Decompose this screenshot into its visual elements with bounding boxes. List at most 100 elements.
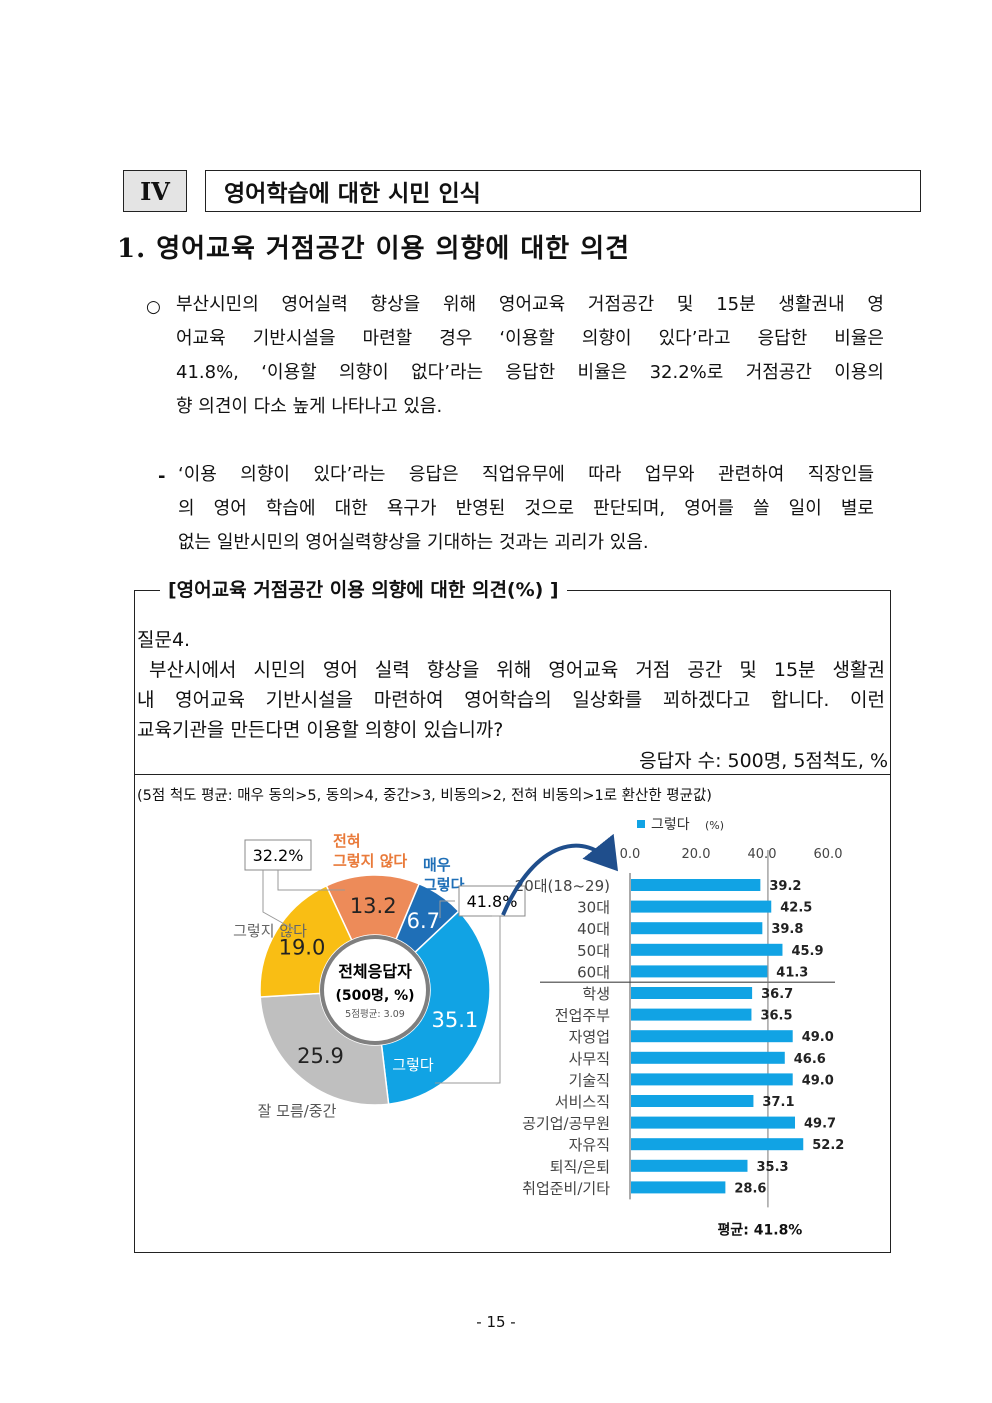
pie-value-label: 13.2: [350, 894, 397, 918]
category-label: 사무직: [569, 1050, 610, 1068]
category-label: 기술직: [569, 1071, 610, 1089]
category-label: 자영업: [569, 1028, 610, 1046]
x-tick-label: 60.0: [814, 847, 843, 862]
question-text: 부산시에서 시민의 영어 실력 향상을 위해 영어교육 거점 공간 및 15분 …: [137, 655, 885, 745]
bar-value-label: 36.5: [760, 1009, 792, 1024]
pie-category-label: 매우: [423, 856, 451, 874]
bar-value-label: 49.0: [802, 1030, 834, 1045]
callout-leader: [439, 900, 455, 918]
x-tick-label: 20.0: [682, 847, 711, 862]
category-label: 30대: [577, 899, 610, 917]
bar-value-label: 49.0: [802, 1073, 834, 1088]
chart-area: 13.2 6.7 35.1 25.9 19.0 전체응답자 (500명, %) 5점평균: 3…: [233, 817, 844, 1238]
pie-value-label: 19.0: [279, 936, 326, 960]
bar: [631, 1008, 752, 1021]
pie-category-label: 전혀: [333, 832, 361, 850]
callout-leader: [277, 870, 345, 891]
bar-value-label: 52.2: [812, 1138, 844, 1153]
bar: [631, 1051, 785, 1064]
bullet-1-line: 부산시민의 영어실력 향상을 위해 영어교육 거점공간 및 15분 생활권내 영: [176, 294, 884, 315]
pie-center-note: 5점평균: 3.09: [345, 1008, 405, 1020]
category-label: 취업준비/기타: [522, 1179, 610, 1197]
bar-value-label: 28.6: [734, 1181, 766, 1196]
callout-box: [244, 839, 312, 871]
bar-value-label: 37.1: [762, 1095, 794, 1110]
bullet-1-paragraph: 부산시민의 영어실력 향상을 위해 영어교육 거점공간 및 15분 생활권내 영…: [176, 288, 884, 424]
bar: [631, 1181, 726, 1194]
bar: [631, 987, 753, 999]
page-number: - 15 -: [476, 1313, 516, 1331]
bullet-1-marker: ○: [146, 297, 161, 317]
bar-value-label: 39.2: [769, 879, 801, 894]
bar-value-label: 49.7: [804, 1117, 836, 1132]
pie-category-label: 그렇다: [392, 1056, 434, 1074]
legend-label: 그렇다: [651, 817, 690, 833]
bullet-2-line: ‘이용 의향이 있다’라는 응답은 직업유무에 따라 업무와 관련하여 직장인들: [178, 464, 874, 485]
pie-category-label: 그렇지 않다: [233, 922, 307, 940]
bar-value-label: 42.5: [780, 901, 812, 916]
x-tick-label: 40.0: [748, 847, 777, 862]
scale-note: (5점 척도 평균: 매우 동의>5, 동의>4, 중간>3, 비동의>2, 전…: [137, 788, 712, 804]
bar: [631, 943, 783, 956]
category-label: 서비스직: [555, 1093, 610, 1111]
section-number: IV: [123, 170, 187, 212]
category-label: 퇴직/은퇴: [550, 1158, 610, 1176]
bar: [631, 1073, 793, 1086]
bar-value-label: 39.8: [771, 922, 803, 937]
bar: [631, 1030, 793, 1043]
bullet-1-line: 어교육 기반시설을 마련할 경우 ‘이용할 의향이 있다’라고 응답한 비율은: [176, 328, 884, 349]
pie-category-label: 그렇지 않다: [333, 852, 407, 870]
bar-value-label: 41.3: [776, 965, 808, 980]
bullet-2-marker: -: [158, 466, 166, 487]
callout-leader: [262, 870, 296, 931]
pie-value-label: 35.1: [432, 1008, 479, 1032]
category-label: 공기업/공무원: [522, 1115, 610, 1133]
page-heading: 1. 영어교육 거점공간 이용 의향에 대한 의견: [117, 234, 631, 264]
donut-chart: 13.2 6.7 35.1 25.9 19.0 전체응답자 (500명, %) 5점평균: 3…: [233, 832, 526, 1120]
bullet-2-line: 의 영어 학습에 대한 욕구가 반영된 것으로 판단되며, 영어를 쓸 일이 별…: [178, 498, 874, 519]
pie-value-label: 25.9: [297, 1044, 344, 1068]
bullet-2-paragraph: ‘이용 의향이 있다’라는 응답은 직업유무에 따라 업무와 관련하여 직장인들…: [178, 458, 874, 560]
bar-value-label: 46.6: [794, 1052, 826, 1067]
bar: [631, 1095, 754, 1107]
bar: [631, 1116, 796, 1129]
bullet-2-line: 없는 일반시민의 영어실력향상을 기대하는 것과는 괴리가 있음.: [178, 532, 649, 553]
category-label: 60대: [577, 963, 610, 981]
category-label: 20대(18~29): [515, 877, 610, 895]
bar-value-label: 35.3: [756, 1160, 788, 1175]
bar: [631, 879, 761, 891]
question-line: 교육기관을 만든다면 이용할 의향이 있습니까?: [137, 719, 504, 741]
callout-leader: [435, 915, 501, 1084]
legend-unit: (%): [705, 819, 724, 832]
category-label: 전업주부: [555, 1007, 610, 1025]
pie-center-title: 전체응답자: [338, 962, 412, 981]
pie-center: [320, 935, 430, 1045]
category-label: 자유직: [569, 1136, 610, 1154]
callout-label: 32.2%: [253, 846, 304, 865]
bar: [631, 922, 763, 935]
bar-value-label: 36.7: [761, 987, 793, 1002]
section-title: 영어학습에 대한 시민 인식: [205, 170, 921, 212]
bullet-1-line: 41.8%, ‘이용할 의향이 없다’라는 응답한 비율은 32.2%로 거점공…: [176, 362, 884, 383]
bar: [631, 1159, 748, 1172]
bar-value-label: 45.9: [791, 944, 823, 959]
legend-swatch: [637, 820, 645, 828]
question-line: 부산시에서 시민의 영어 실력 향상을 위해 영어교육 거점 공간 및 15분 …: [149, 659, 885, 681]
question-line: 내 영어교육 기반시설을 마련하여 영어학습의 일상화를 꾀하겠다고 합니다. …: [137, 689, 885, 711]
average-label: 평균: 41.8%: [718, 1221, 803, 1238]
pie-value-label: 6.7: [407, 909, 440, 933]
bar: [631, 965, 768, 978]
figure-title: [영어교육 거점공간 이용 의향에 대한 의견(%) ]: [160, 575, 567, 602]
pie-category-label: 잘 모름/중간: [258, 1102, 337, 1120]
question-label: 질문4.: [137, 629, 191, 651]
bullet-1-line: 향 의견이 다소 높게 나타나고 있음.: [176, 396, 443, 417]
figure-divider: [134, 774, 891, 775]
pie-category-label: 그렇다: [423, 876, 465, 894]
bar: [631, 900, 772, 913]
callout-label: 41.8%: [467, 892, 518, 911]
bar: [631, 1138, 804, 1151]
category-label: 학생: [582, 985, 610, 1003]
connector-arrow: [501, 833, 619, 916]
respondents-info: 응답자 수: 500명, 5점척도, %: [639, 750, 888, 772]
pie-center-subtitle: (500명, %): [335, 987, 414, 1004]
